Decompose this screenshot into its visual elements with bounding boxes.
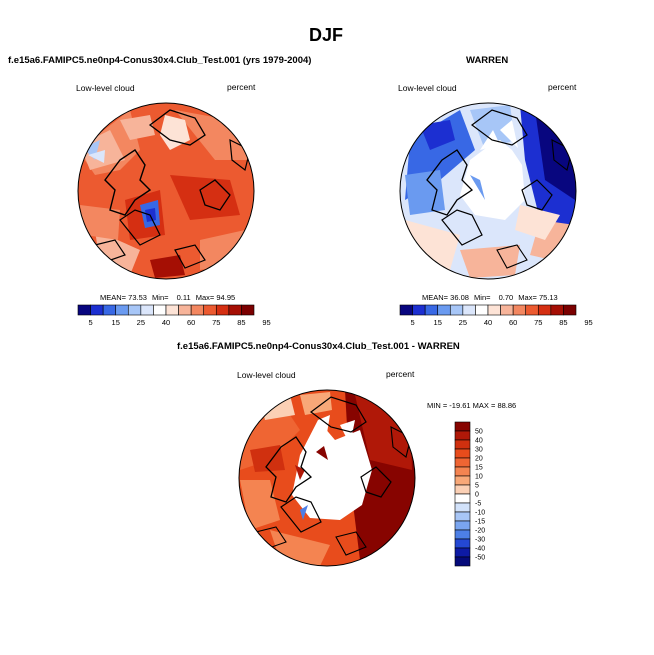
right-panel-title: WARREN [466, 55, 509, 66]
diff-colorbar-tick-label: 10 [475, 474, 483, 481]
main-title: DJF [309, 25, 344, 45]
diff-colorbar-tick-label: -15 [475, 519, 485, 526]
left-units-label: percent [227, 82, 256, 92]
left-variable-label: Low-level cloud [76, 83, 135, 93]
right-colorbar-tick-label: 40 [484, 318, 492, 327]
left-colorbar-tick-label: 75 [212, 318, 220, 327]
right-colorbar-tick-label: 60 [509, 318, 517, 327]
diff-colorbar-swatch [454, 511, 471, 522]
left-colorbar-tick-label: 5 [88, 318, 92, 327]
left-colorbar-tick-label: 60 [187, 318, 195, 327]
diff-colorbar-swatch [454, 538, 471, 549]
left-max-label: Max= [195, 293, 215, 302]
right-colorbar-tick-label: 15 [434, 318, 442, 327]
left-colorbar-tick-label: 15 [112, 318, 120, 327]
diff-colorbar-swatch [454, 493, 471, 504]
diff-colorbar-tick-label: -30 [475, 537, 485, 544]
diff-colorbar-swatch [454, 475, 471, 486]
diff-colorbar-tick-label: 20 [475, 456, 483, 463]
diff-colorbar-tick-label: -5 [475, 501, 481, 508]
right-variable-label: Low-level cloud [398, 83, 457, 93]
right-colorbar-tick-label: 75 [534, 318, 542, 327]
left-stats: MEAN= 73.53 Min= 0.11 Max= 94.95 [100, 293, 235, 302]
diff-colorbar-tick-label: 15 [475, 465, 483, 472]
diff-colorbar-tick-label: 0 [475, 492, 479, 499]
right-colorbar-tick-label: 85 [559, 318, 567, 327]
left-panel-title: f.e15a6.FAMIPC5.ne0np4-Conus30x4.Club_Te… [8, 55, 312, 66]
diff-colorbar-swatch [454, 439, 471, 450]
diff-colorbar-swatch [454, 457, 471, 468]
right-min-label: Min= [474, 293, 491, 302]
right-mean-label: MEAN= [422, 293, 449, 302]
diff-colorbar-swatch [454, 547, 471, 558]
right-colorbar-tick-label: 5 [410, 318, 414, 327]
diff-colorbar-swatch [454, 520, 471, 531]
diff-colorbar-swatch [454, 529, 471, 540]
diff-colorbar-tick-label: 5 [475, 483, 479, 490]
right-colorbar-swatch [563, 304, 577, 316]
right-colorbar-tick-label: 25 [459, 318, 467, 327]
left-max-value: 94.95 [216, 293, 236, 302]
left-colorbar-tick-label: 25 [137, 318, 145, 327]
diff-panel-title: f.e15a6.FAMIPC5.ne0np4-Conus30x4.Club_Te… [177, 341, 460, 352]
left-colorbar-swatch [241, 304, 255, 316]
left-mean-label: MEAN= [100, 293, 127, 302]
diff-variable-label: Low-level cloud [237, 370, 296, 380]
diff-colorbar-tick-label: 40 [475, 438, 483, 445]
right-mean-value: 36.08 [450, 293, 469, 302]
right-min-value: 0.70 [498, 293, 514, 302]
left-min-label: Min= [152, 293, 169, 302]
right-max-value: 75.13 [538, 293, 558, 302]
right-units-label: percent [548, 82, 577, 92]
diff-minmax-text: MIN = -19.61 MAX = 88.86 [427, 401, 517, 410]
diff-colorbar-swatch [454, 502, 471, 513]
right-stats: MEAN= 36.08 Min= 0.70 Max= 75.13 [422, 293, 558, 302]
left-colorbar-tick-label: 95 [262, 318, 270, 327]
diff-colorbar-swatch [454, 466, 471, 477]
diff-colorbar-swatch [454, 556, 471, 567]
diff-colorbar-swatch [454, 430, 471, 441]
right-colorbar-tick-label: 95 [584, 318, 592, 327]
left-mean-value: 73.53 [128, 293, 147, 302]
right-max-label: Max= [518, 293, 537, 302]
diff-colorbar-swatch [454, 421, 471, 432]
diff-colorbar-swatch [454, 484, 471, 495]
left-colorbar-tick-label: 40 [162, 318, 170, 327]
diff-colorbar-swatch [454, 448, 471, 459]
diff-colorbar-tick-label: 30 [475, 447, 483, 454]
diff-colorbar-tick-label: -50 [475, 555, 485, 562]
diff-colorbar-tick-label: -10 [475, 510, 485, 517]
diff-colorbar-tick-label: 50 [475, 429, 483, 436]
diff-colorbar-tick-label: -40 [475, 546, 485, 553]
diff-units-label: percent [386, 369, 415, 379]
diff-colorbar-tick-label: -20 [475, 528, 485, 535]
left-min-value: 0.11 [176, 293, 191, 302]
left-colorbar-tick-label: 85 [237, 318, 245, 327]
